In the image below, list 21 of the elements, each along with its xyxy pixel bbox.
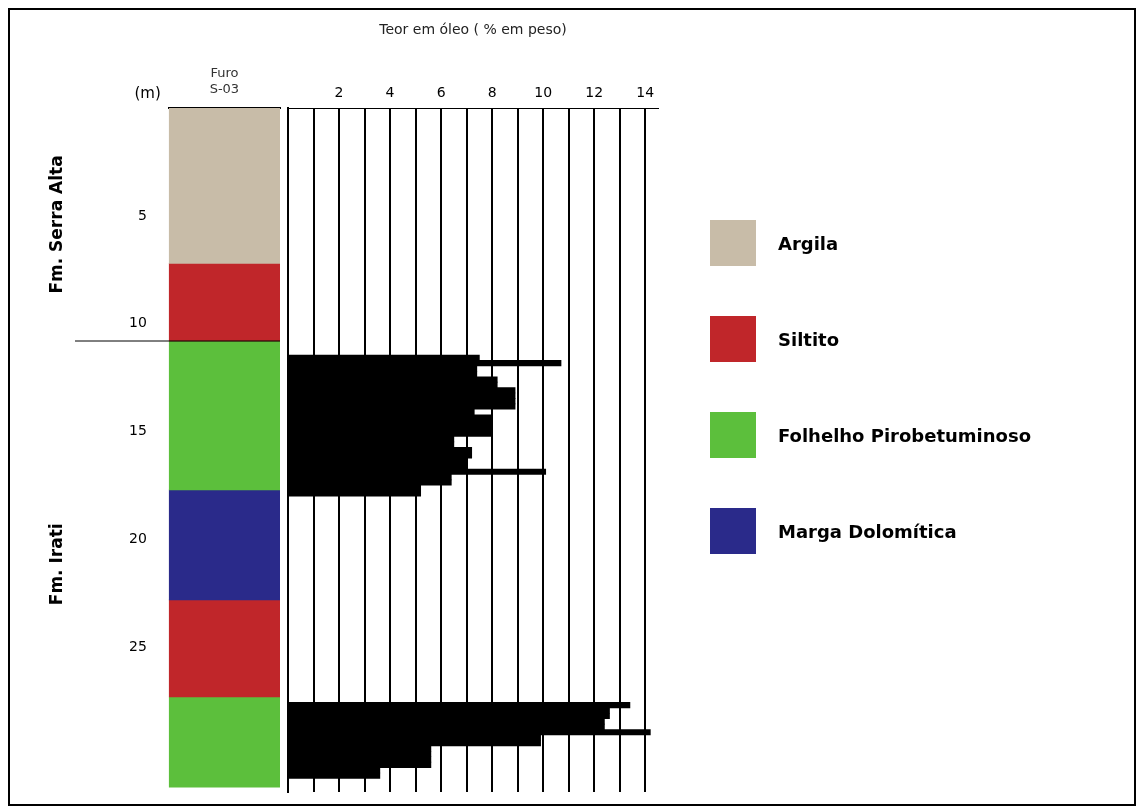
text: Marga Dolomítica bbox=[778, 520, 957, 542]
x-tick-label: 2 bbox=[334, 84, 344, 101]
x-tick-label: 14 bbox=[636, 84, 655, 101]
x-tick-label: 4 bbox=[385, 84, 395, 101]
text: Fm. Serra Alta bbox=[46, 155, 67, 294]
text: Siltito bbox=[778, 328, 840, 350]
x-tick-label: 10 bbox=[534, 84, 553, 101]
x-tick-label: Furo S-03 bbox=[209, 64, 240, 96]
y-axis-title: (m) bbox=[134, 84, 161, 103]
text: Folhelho Pirobetuminoso bbox=[778, 424, 1032, 446]
x-axis-title: Teor em óleo ( % em peso) bbox=[378, 21, 567, 38]
y-tick-label: 25 bbox=[128, 638, 147, 655]
x-tick-label: 6 bbox=[436, 84, 446, 101]
text: Fm. Irati bbox=[46, 523, 67, 606]
x-tick-label: 8 bbox=[487, 84, 497, 101]
text: Argila bbox=[778, 232, 839, 254]
y-tick-label: 5 bbox=[137, 206, 147, 223]
y-tick-label: 20 bbox=[128, 530, 147, 547]
y-tick-label: 10 bbox=[128, 314, 147, 331]
y-tick-label: 15 bbox=[128, 422, 147, 439]
x-tick-label: 12 bbox=[585, 84, 604, 101]
